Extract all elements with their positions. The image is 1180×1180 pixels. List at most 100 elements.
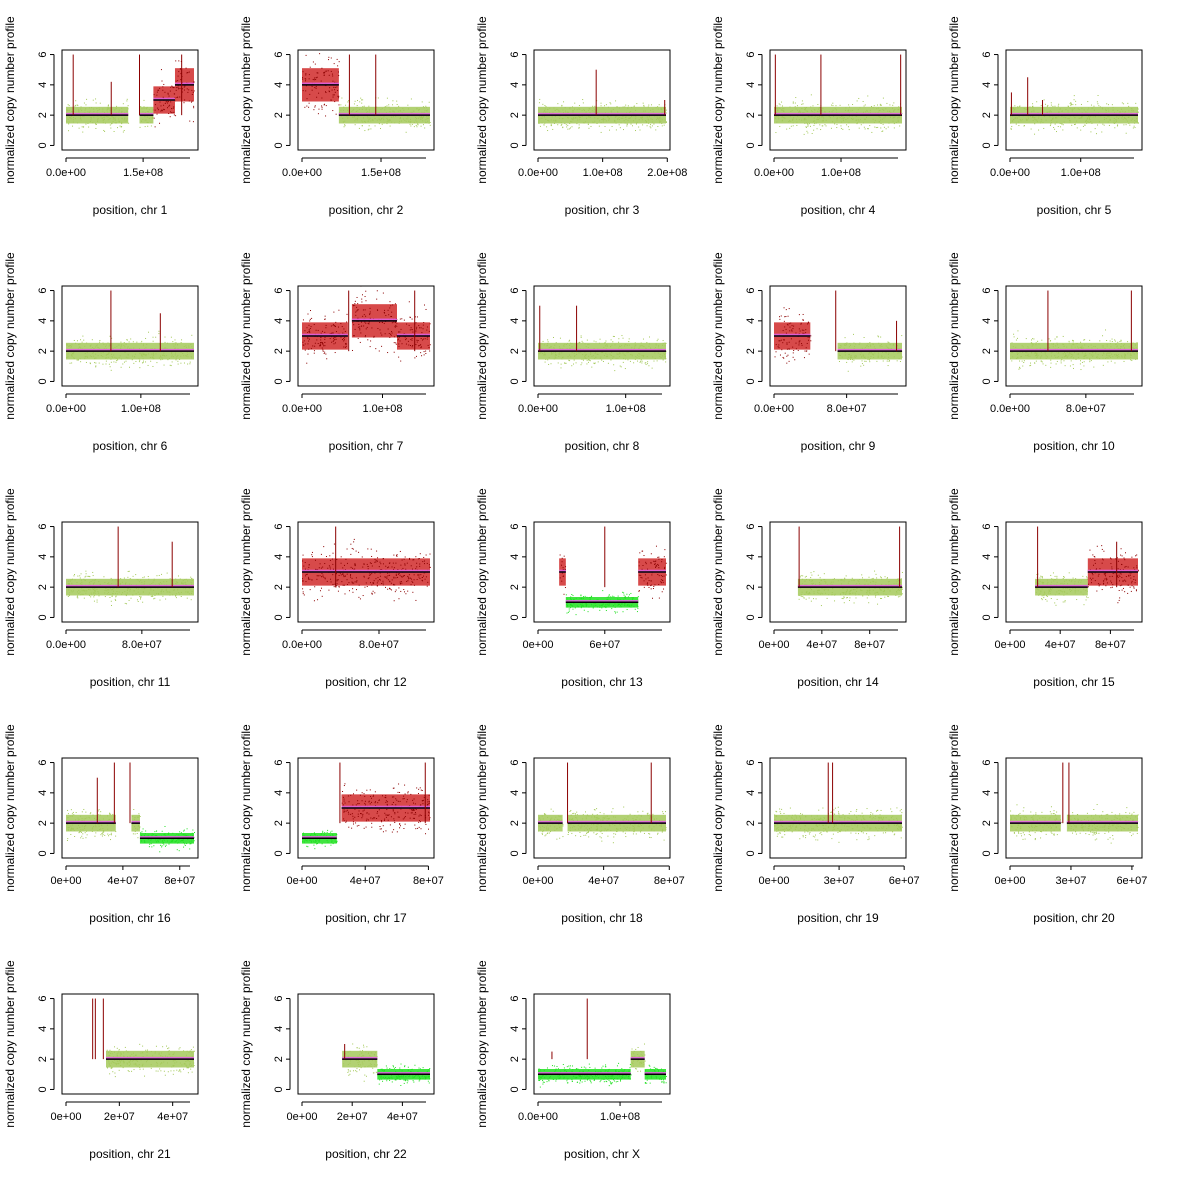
point: [1023, 360, 1025, 362]
point: [364, 121, 366, 123]
point: [387, 572, 389, 574]
x-axis: 0.0e+00 8.0e+07: [990, 393, 1134, 415]
point: [1135, 344, 1137, 346]
point: [151, 595, 153, 597]
point: [69, 362, 71, 364]
point: [359, 328, 361, 330]
point: [309, 320, 311, 322]
point: [650, 118, 652, 120]
point: [1104, 348, 1106, 350]
point: [1094, 128, 1096, 130]
point: [80, 108, 82, 110]
point: [353, 109, 355, 111]
point: [1027, 353, 1029, 355]
point: [1029, 365, 1031, 367]
point: [394, 322, 396, 324]
point: [308, 340, 310, 342]
point: [151, 583, 153, 585]
point: [886, 360, 888, 362]
point: [315, 77, 317, 79]
point: [393, 567, 395, 569]
point: [167, 92, 169, 94]
point: [376, 106, 378, 108]
point: [393, 116, 395, 118]
point: [426, 585, 428, 587]
point: [539, 98, 541, 100]
point: [171, 361, 173, 363]
point: [120, 111, 122, 113]
point: [343, 564, 345, 566]
point: [81, 109, 83, 111]
point: [406, 562, 408, 564]
point: [356, 581, 358, 583]
point: [589, 598, 591, 600]
point: [366, 563, 368, 565]
point: [618, 598, 620, 600]
point: [1036, 348, 1038, 350]
point: [867, 343, 869, 345]
point: [822, 107, 824, 109]
point: [855, 355, 857, 357]
point: [311, 554, 313, 556]
point: [103, 129, 105, 131]
point: [1057, 105, 1059, 107]
point: [1092, 107, 1094, 109]
point: [1107, 361, 1109, 363]
point: [333, 86, 335, 88]
point: [823, 120, 825, 122]
point: [193, 90, 195, 92]
point: [83, 578, 85, 580]
point: [823, 117, 825, 119]
point: [632, 602, 634, 604]
point: [175, 87, 177, 89]
point: [554, 116, 556, 118]
point: [68, 595, 70, 597]
point: [389, 588, 391, 590]
point: [75, 100, 77, 102]
point: [354, 581, 356, 583]
point: [652, 356, 654, 358]
point: [80, 594, 82, 596]
point: [628, 338, 630, 340]
point: [1086, 357, 1088, 359]
point: [121, 345, 123, 347]
point: [1058, 352, 1060, 354]
point: [127, 576, 129, 578]
point: [103, 344, 105, 346]
point: [579, 108, 581, 110]
point: [388, 566, 390, 568]
point: [1072, 340, 1074, 342]
point: [1090, 116, 1092, 118]
point: [173, 87, 175, 89]
x-tick-label: 1.5e+08: [361, 167, 401, 179]
point: [361, 301, 363, 303]
point: [777, 346, 779, 348]
point: [1014, 105, 1016, 107]
point: [367, 129, 369, 131]
point: [1031, 339, 1033, 341]
point: [1097, 124, 1099, 126]
point: [567, 342, 569, 344]
point: [1023, 125, 1025, 127]
point: [901, 335, 903, 337]
point: [426, 329, 428, 331]
point: [420, 346, 422, 348]
point: [429, 124, 431, 126]
point: [84, 580, 86, 582]
point: [369, 117, 371, 119]
point: [1044, 348, 1046, 350]
data-points: [302, 526, 431, 602]
point: [624, 116, 626, 118]
point: [107, 353, 109, 355]
point: [169, 116, 171, 118]
point: [99, 583, 101, 585]
point: [800, 323, 802, 325]
point: [350, 543, 352, 545]
point: [415, 556, 417, 558]
point: [833, 116, 835, 118]
point: [665, 361, 667, 363]
point: [86, 352, 88, 354]
point: [308, 324, 310, 326]
point: [1012, 356, 1014, 358]
point: [864, 347, 866, 349]
